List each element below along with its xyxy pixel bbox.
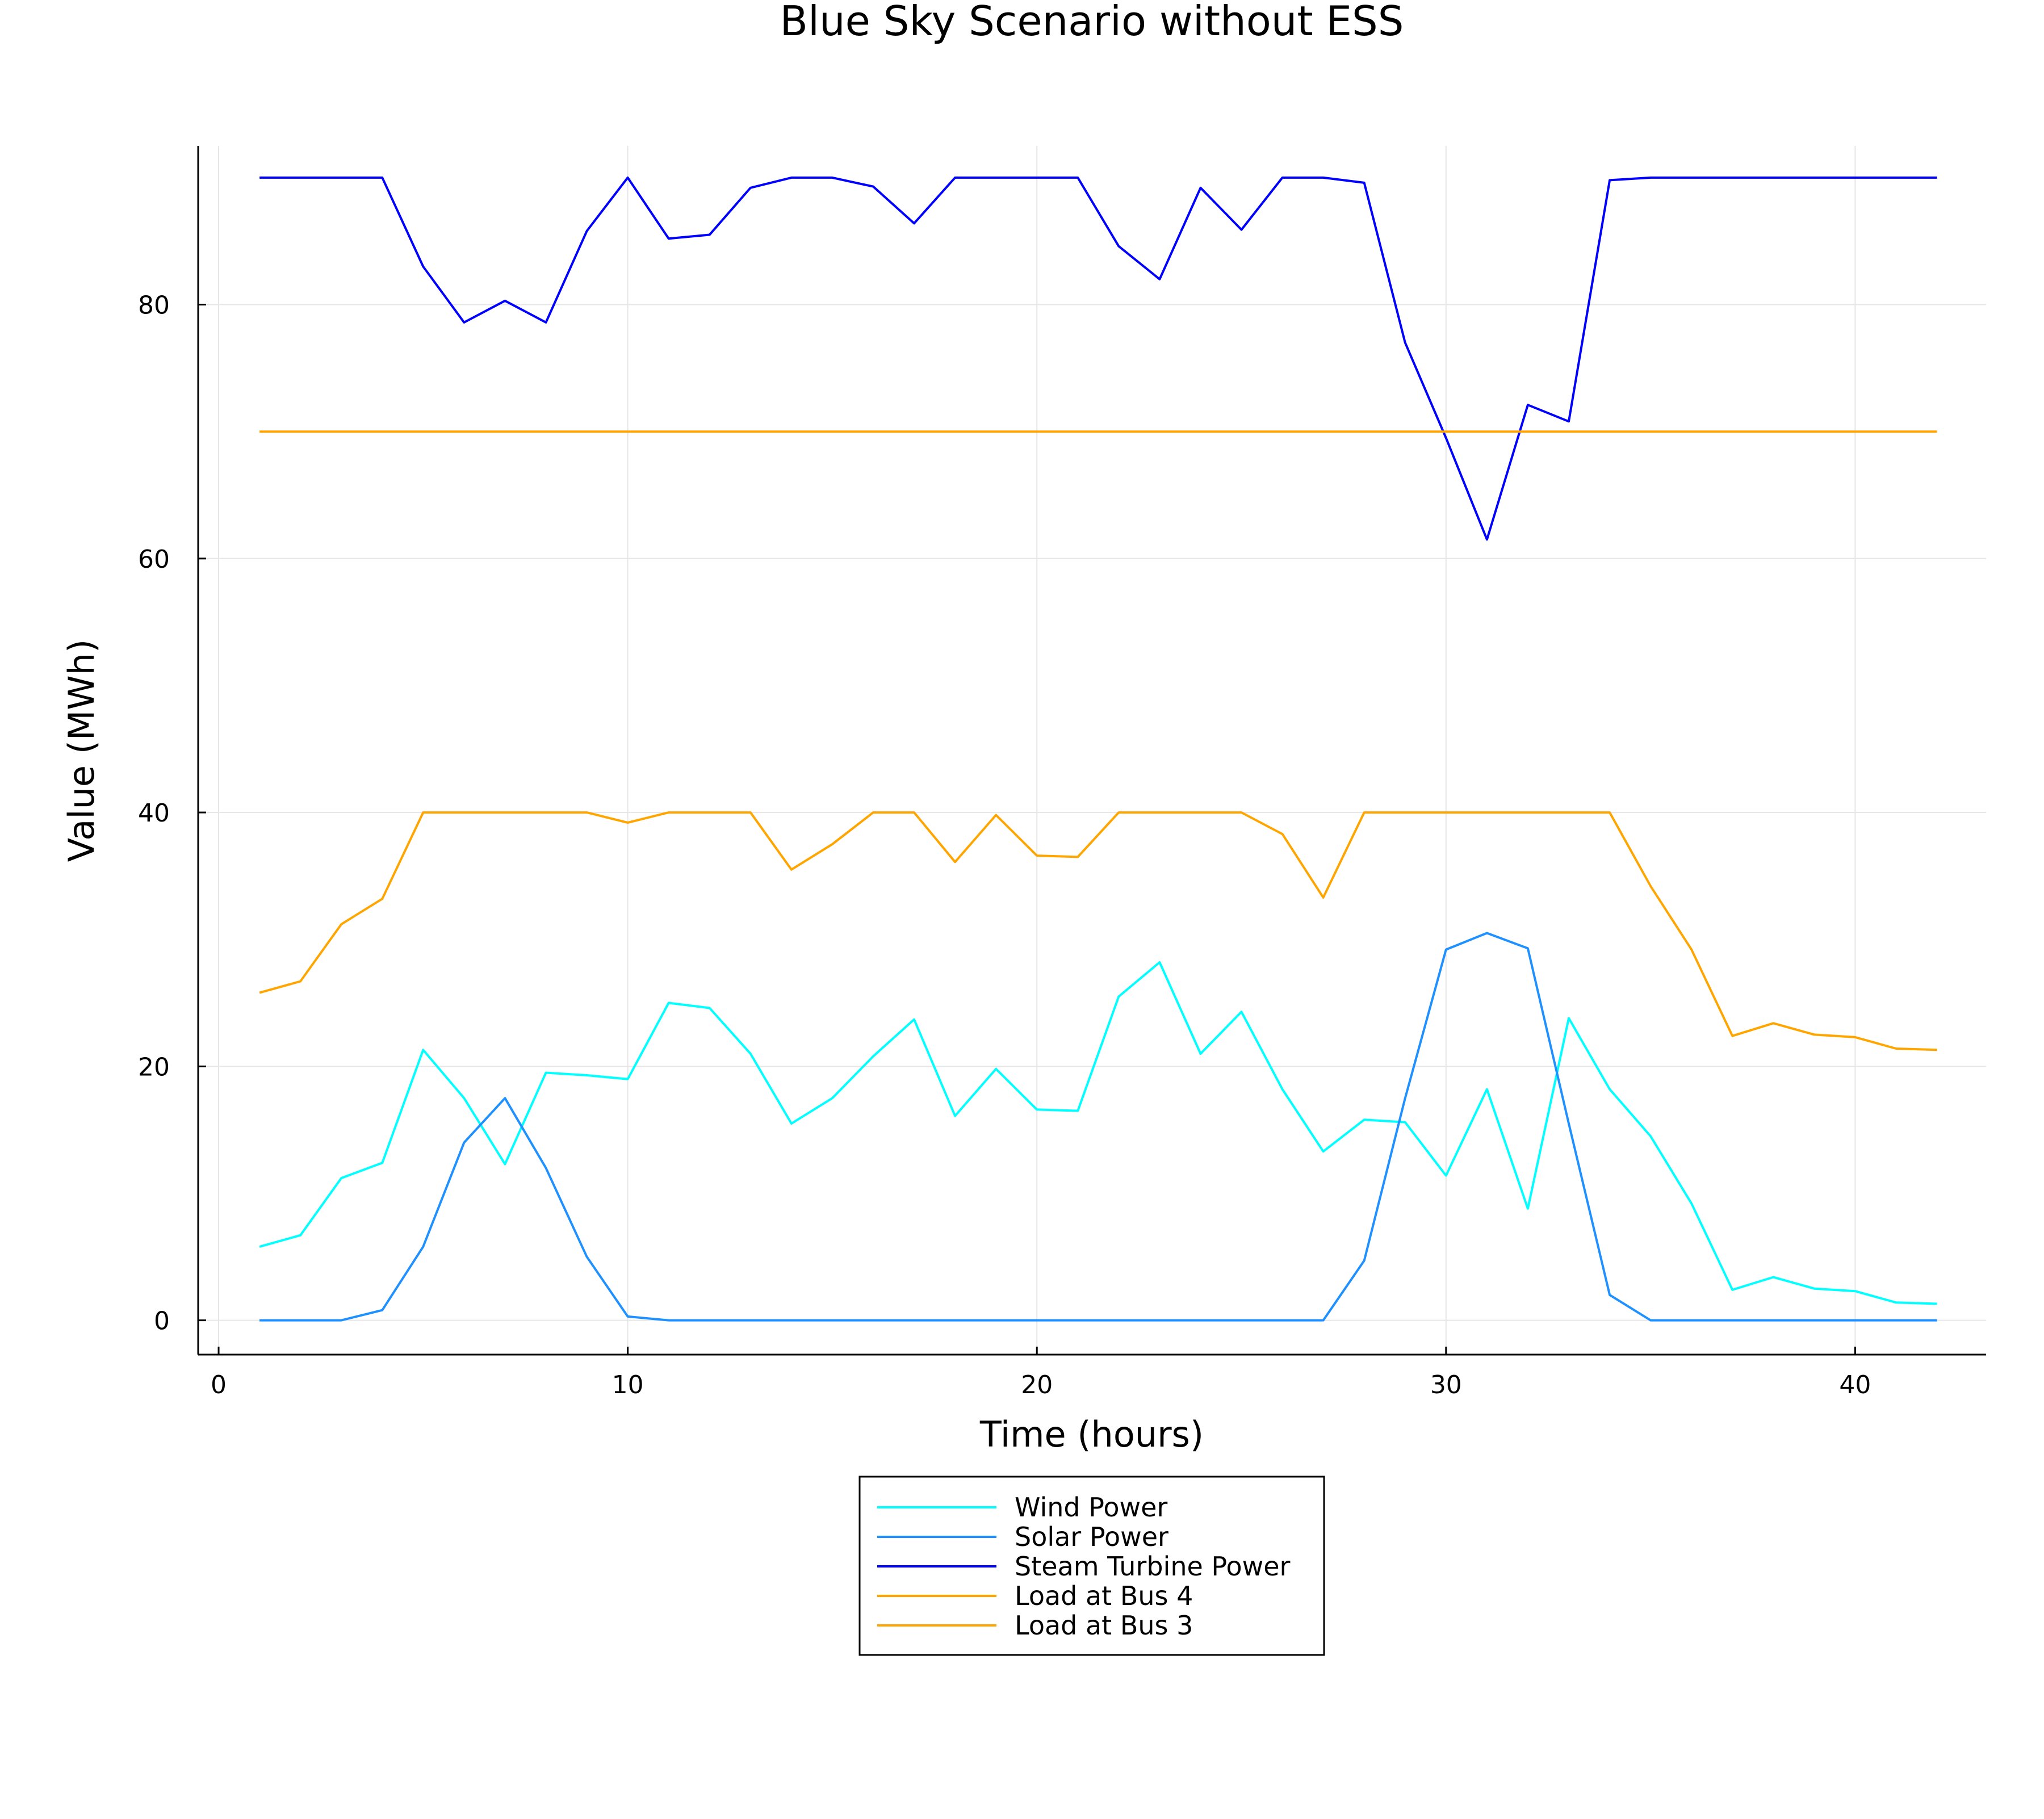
legend-label: Load at Bus 3 <box>1015 1610 1193 1641</box>
x-tick-label: 20 <box>1021 1370 1053 1399</box>
legend-item-load-at-bus-4: Load at Bus 4 <box>877 1581 1193 1611</box>
y-tick-label: 80 <box>138 291 170 320</box>
x-tick-label: 10 <box>612 1370 644 1399</box>
y-tick-label: 60 <box>138 545 170 574</box>
legend-item-load-at-bus-3: Load at Bus 3 <box>877 1610 1193 1641</box>
x-tick-label: 40 <box>1839 1370 1871 1399</box>
x-axis-label: Time (hours) <box>979 1414 1204 1455</box>
legend-label: Solar Power <box>1015 1522 1168 1552</box>
legend-label: Load at Bus 4 <box>1015 1581 1193 1611</box>
y-tick-label: 20 <box>138 1053 170 1082</box>
x-tick-label: 30 <box>1430 1370 1462 1399</box>
y-tick-label: 0 <box>154 1307 170 1336</box>
chart-title: Blue Sky Scenario without ESS <box>780 0 1404 45</box>
x-tick-label: 0 <box>211 1370 227 1399</box>
tick-labels: 0 10 20 30 40 0 20 40 60 80 <box>138 291 1871 1399</box>
legend-label: Wind Power <box>1015 1492 1167 1523</box>
series-line-load-at-bus-3 <box>259 811 1937 1051</box>
y-axis-label: Value (MWh) <box>61 639 102 862</box>
legend-item-steam-turbine-power: Steam Turbine Power <box>877 1551 1291 1582</box>
legend-item-solar-power: Solar Power <box>877 1522 1168 1552</box>
series-lines <box>259 176 1937 1322</box>
series-line-solar-power <box>259 932 1937 1322</box>
series-line-wind-power <box>259 961 1937 1305</box>
y-tick-label: 40 <box>138 799 170 828</box>
axes <box>197 146 1986 1356</box>
legend-item-wind-power: Wind Power <box>877 1492 1167 1523</box>
series-line-steam-turbine-power <box>259 176 1937 541</box>
legend-label: Steam Turbine Power <box>1015 1551 1291 1582</box>
